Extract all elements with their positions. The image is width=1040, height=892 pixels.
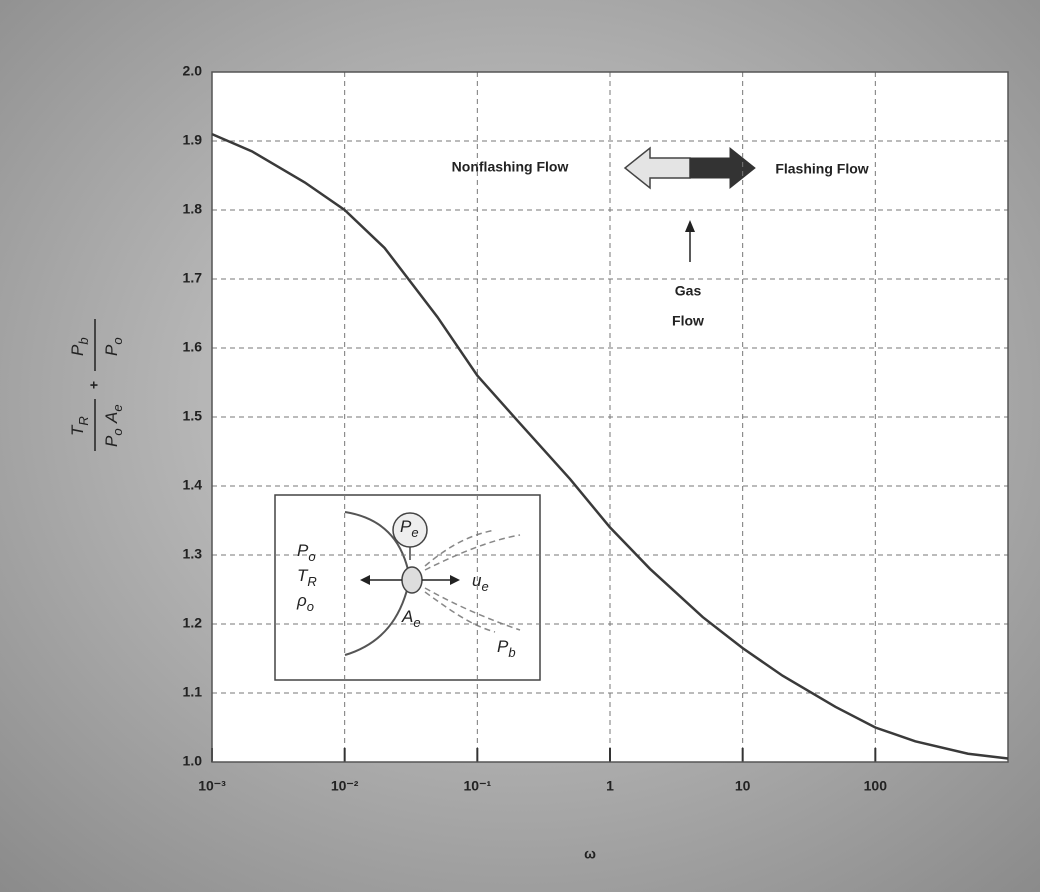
x-axis-label: ω bbox=[584, 846, 596, 862]
annotation: Gas bbox=[675, 283, 702, 299]
y-tick-label: 1.3 bbox=[183, 546, 203, 562]
symbol: ρ bbox=[296, 591, 307, 610]
subscript: e bbox=[411, 525, 418, 540]
y-tick-label: 1.5 bbox=[183, 408, 203, 424]
annotation: Nonflashing Flow bbox=[452, 159, 569, 175]
symbol: P bbox=[297, 541, 309, 560]
y-tick-label: 1.4 bbox=[183, 477, 203, 493]
subscript: o bbox=[110, 337, 125, 344]
symbol: P bbox=[102, 344, 121, 356]
subscript: R bbox=[76, 416, 91, 425]
symbol: P bbox=[400, 517, 412, 536]
annotation: Flow bbox=[672, 313, 704, 329]
x-tick-label: 10⁻² bbox=[331, 778, 359, 794]
operator: + bbox=[86, 381, 102, 389]
subscript: R bbox=[307, 574, 316, 589]
symbol: P bbox=[68, 344, 87, 356]
subscript: o bbox=[308, 549, 315, 564]
subscript: b bbox=[508, 645, 515, 660]
symbol: P bbox=[497, 637, 509, 656]
subscript: e bbox=[110, 404, 125, 411]
y-tick-label: 1.0 bbox=[183, 753, 203, 769]
y-tick-label: 1.9 bbox=[183, 132, 203, 148]
y-tick-label: 1.6 bbox=[183, 339, 203, 355]
subscript: e bbox=[413, 615, 420, 630]
subscript: e bbox=[481, 579, 488, 594]
exit-plane bbox=[402, 567, 422, 593]
symbol: A bbox=[102, 412, 121, 424]
subscript: o bbox=[110, 428, 125, 435]
x-tick-label: 1 bbox=[606, 778, 614, 794]
y-tick-label: 1.2 bbox=[183, 615, 203, 631]
y-tick-label: 2.0 bbox=[183, 63, 203, 79]
subscript: b bbox=[76, 337, 91, 344]
y-tick-label: 1.1 bbox=[183, 684, 203, 700]
x-tick-label: 10 bbox=[735, 778, 751, 794]
symbol: P bbox=[102, 435, 121, 447]
chart: ω TRPoAe+PbPo Nonflashing Flow Flashing … bbox=[0, 0, 1040, 892]
subscript: o bbox=[307, 599, 314, 614]
x-tick-label: 100 bbox=[864, 778, 888, 794]
x-tick-label: 10⁻³ bbox=[198, 778, 226, 794]
annotation: Flashing Flow bbox=[775, 161, 868, 177]
symbol: A bbox=[401, 607, 413, 626]
y-tick-label: 1.7 bbox=[183, 270, 203, 286]
x-tick-label: 10⁻¹ bbox=[464, 778, 492, 794]
y-tick-label: 1.8 bbox=[183, 201, 203, 217]
